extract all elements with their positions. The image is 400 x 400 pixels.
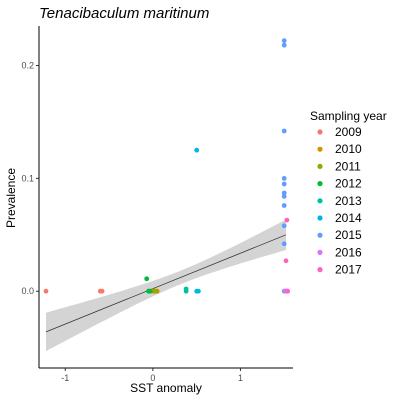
chart-title: Tenacibaculum maritinum [39, 5, 209, 22]
legend-label-2009: 2009 [335, 125, 362, 139]
data-point-2017 [285, 288, 291, 294]
legend-label-2013: 2013 [335, 194, 362, 208]
legend-label-2017: 2017 [335, 263, 362, 277]
data-point-2013 [183, 286, 189, 292]
trend-line [45, 234, 287, 333]
legend-label-2015: 2015 [335, 228, 362, 242]
y-axis-title: Prevalence [4, 168, 18, 228]
data-point-2015 [281, 128, 287, 134]
legend-key-2009 [317, 129, 323, 135]
data-point-2012 [144, 276, 150, 282]
legend-label-2011: 2011 [335, 159, 361, 173]
legend-key-2011 [317, 163, 323, 169]
x-tick-label: -1 [61, 373, 69, 383]
y-tick-label: 0.0 [21, 286, 34, 296]
confidence-band [46, 219, 286, 352]
data-point-2009 [43, 288, 49, 294]
data-point-2015 [281, 190, 287, 196]
legend-label-2012: 2012 [335, 177, 362, 191]
data-point-2014 [194, 147, 200, 153]
data-point-2017 [284, 217, 290, 223]
data-points-layer [43, 38, 291, 294]
data-point-2017 [283, 258, 289, 264]
data-point-2012 [147, 288, 153, 294]
confidence-band-layer [46, 219, 286, 352]
data-point-2009 [99, 288, 105, 294]
legend-key-2016 [317, 249, 323, 255]
legend-label-2014: 2014 [335, 211, 362, 225]
axes: -1 0 1 0.0 0.1 0.2 [21, 26, 293, 383]
data-point-2015 [281, 38, 287, 44]
legend-key-2012 [317, 181, 323, 187]
x-tick-label: 0 [150, 373, 155, 383]
legend-key-2010 [317, 146, 323, 152]
data-point-2015 [281, 203, 287, 208]
data-point-2011 [153, 288, 158, 294]
trend-line-layer [45, 234, 287, 333]
data-point-2015 [281, 176, 287, 181]
data-point-2015 [281, 194, 287, 199]
data-point-2014 [196, 288, 201, 294]
y-tick-label: 0.1 [21, 173, 34, 183]
y-tick-label: 0.2 [21, 61, 34, 71]
legend-label-2016: 2016 [335, 245, 362, 259]
data-point-2015 [281, 42, 287, 48]
legend: Sampling year 2009 2010 2011 2012 2013 2014 20… [310, 109, 387, 277]
legend-key-2013 [317, 198, 323, 204]
data-point-2015 [281, 241, 287, 247]
data-point-2015 [281, 181, 287, 187]
legend-key-2017 [317, 267, 323, 273]
x-axis-title: SST anomaly [130, 381, 202, 395]
x-tick-label: 1 [238, 373, 243, 383]
legend-key-2014 [317, 215, 323, 221]
legend-key-2015 [317, 232, 323, 238]
legend-label-2010: 2010 [335, 142, 362, 156]
legend-title: Sampling year [310, 109, 387, 123]
data-point-2015 [281, 223, 287, 229]
